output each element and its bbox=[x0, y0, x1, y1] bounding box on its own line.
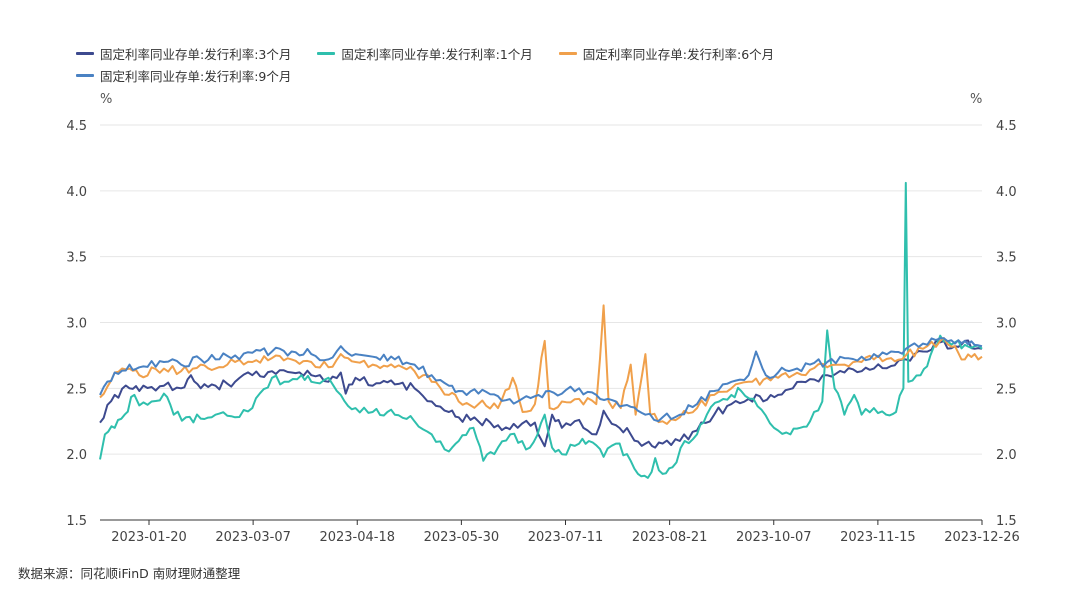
legend-swatch bbox=[76, 51, 94, 55]
x-tick-label: 2023-07-11 bbox=[528, 530, 604, 545]
y-tick-label-left: 1.5 bbox=[66, 514, 87, 529]
x-tick-label: 2023-01-20 bbox=[111, 530, 187, 545]
legend-item[interactable]: 固定利率同业存单:发行利率:9个月 bbox=[76, 64, 291, 86]
y-tick-label-left: 4.0 bbox=[66, 185, 87, 200]
y-unit-right: % bbox=[970, 92, 982, 107]
y-tick-label-right: 3.0 bbox=[996, 317, 1017, 332]
legend-item[interactable]: 固定利率同业存单:发行利率:3个月 bbox=[76, 42, 291, 64]
y-tick-label-left: 4.5 bbox=[66, 119, 87, 134]
y-tick-label-right: 4.0 bbox=[996, 185, 1017, 200]
series-line-4 bbox=[99, 337, 983, 423]
series-line-2 bbox=[99, 181, 983, 479]
x-tick-label: 2023-04-18 bbox=[319, 530, 395, 545]
series-line-3 bbox=[99, 304, 983, 425]
chart-legend: 固定利率同业存单:发行利率:3个月 固定利率同业存单:发行利率:1个月 固定利率同业… bbox=[76, 42, 916, 86]
y-tick-label-right: 2.5 bbox=[996, 382, 1017, 397]
y-tick-label-left: 3.5 bbox=[66, 251, 87, 266]
y-tick-label-right: 1.5 bbox=[996, 514, 1017, 529]
legend-label: 固定利率同业存单:发行利率:3个月 bbox=[100, 46, 292, 62]
y-unit-left: % bbox=[100, 92, 112, 107]
y-tick-label-left: 3.0 bbox=[66, 317, 87, 332]
y-tick-label-right: 3.5 bbox=[996, 251, 1017, 266]
legend-swatch bbox=[317, 51, 336, 55]
legend-item[interactable]: 固定利率同业存单:发行利率:1个月 bbox=[317, 42, 533, 64]
y-tick-label-left: 2.5 bbox=[66, 382, 87, 397]
y-tick-label-right: 2.0 bbox=[996, 448, 1017, 463]
x-tick-label: 2023-10-07 bbox=[736, 530, 812, 545]
source-note: 数据来源：同花顺iFinD 南财理财通整理 bbox=[18, 566, 241, 581]
legend-swatch bbox=[558, 51, 577, 55]
legend-item[interactable]: 固定利率同业存单:发行利率:6个月 bbox=[558, 42, 775, 64]
legend-label: 固定利率同业存单:发行利率:6个月 bbox=[582, 46, 775, 62]
legend-label: 固定利率同业存单:发行利率:1个月 bbox=[341, 46, 533, 62]
x-tick-label: 2023-03-07 bbox=[215, 530, 291, 545]
x-tick-label: 2023-05-30 bbox=[424, 530, 500, 545]
y-tick-label-right: 4.5 bbox=[996, 119, 1017, 134]
y-tick-label-left: 2.0 bbox=[66, 448, 87, 463]
legend-swatch bbox=[76, 73, 94, 77]
x-tick-label: 2023-11-15 bbox=[840, 530, 916, 545]
x-tick-label: 2023-08-21 bbox=[632, 530, 708, 545]
legend-label: 固定利率同业存单:发行利率:9个月 bbox=[100, 68, 292, 84]
x-tick-label: 2023-12-26 bbox=[944, 530, 1020, 545]
